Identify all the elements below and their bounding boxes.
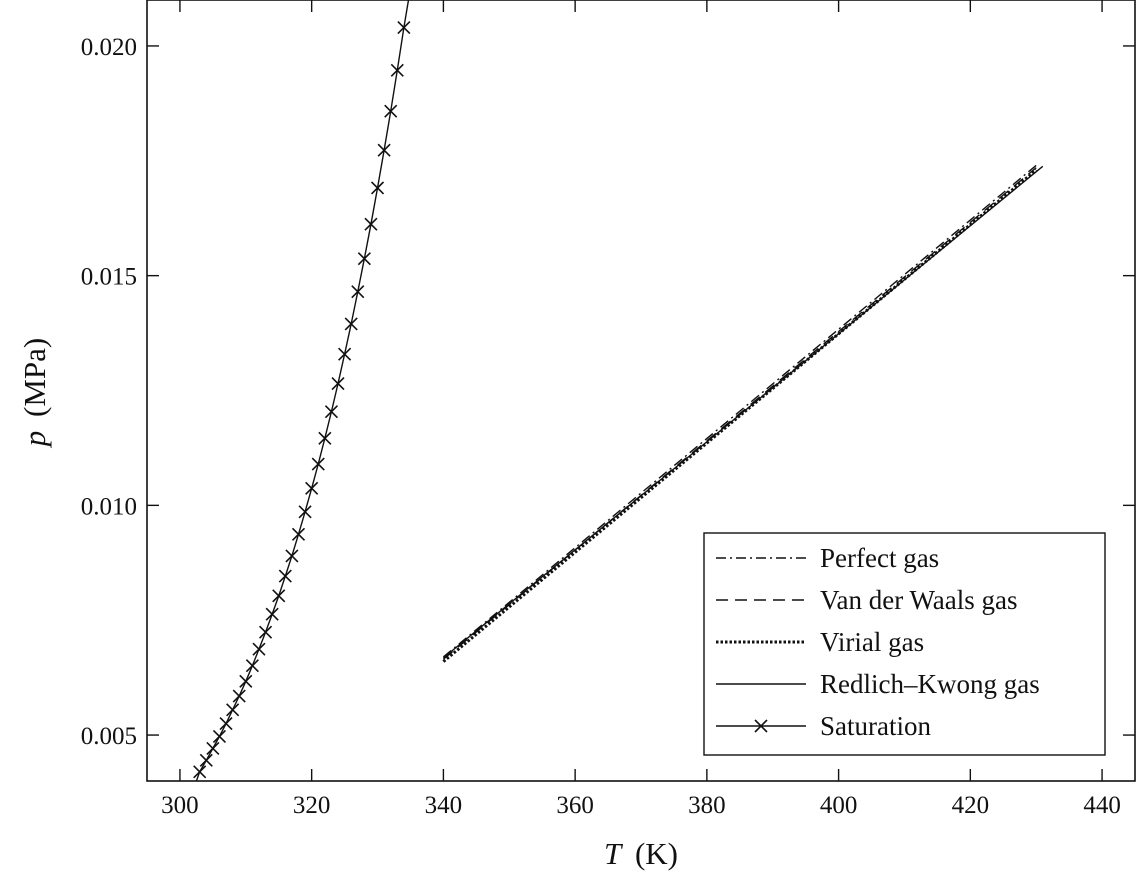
saturation-point-marker — [384, 104, 398, 118]
saturation-point-marker — [226, 703, 240, 717]
y-tick-label: 0.010 — [81, 493, 137, 520]
saturation-point-marker — [265, 607, 279, 621]
saturation-point-marker — [193, 765, 207, 779]
legend-label: Redlich–Kwong gas — [820, 669, 1040, 699]
saturation-point-marker — [206, 741, 220, 755]
x-tick-label: 340 — [425, 792, 463, 819]
saturation-point-marker — [351, 285, 365, 299]
plot-frame — [146, 0, 1136, 782]
x-axis-label: T (K) — [604, 836, 678, 871]
axis-ticks: 300 320 340 360 380 400 420 440 0.005 0.010 0.015 0… — [81, 0, 1135, 819]
legend-box — [703, 532, 1106, 756]
series-line-redlich-kwong-gas — [442, 165, 1044, 659]
x-axis-unit: (K) — [635, 836, 678, 871]
saturation-point-marker — [199, 753, 213, 767]
series-line-van-der-waals-gas — [442, 167, 1037, 660]
x-tick-label: 440 — [1083, 792, 1121, 819]
saturation-point-marker — [219, 717, 233, 731]
series-line-saturation — [195, 0, 410, 782]
saturation-point-marker — [318, 431, 332, 445]
saturation-point-marker — [324, 405, 338, 419]
series-line-perfect-gas — [442, 164, 1037, 658]
saturation-point-marker — [245, 659, 259, 673]
saturation-point-marker — [232, 689, 246, 703]
saturation-point-marker — [239, 674, 253, 688]
x-tick-label: 420 — [952, 792, 990, 819]
legend-label: Perfect gas — [820, 543, 939, 573]
x-axis-symbol: T — [604, 836, 624, 871]
saturation-point-marker — [298, 505, 312, 519]
x-tick-label: 300 — [161, 792, 199, 819]
x-tick-label: 360 — [556, 792, 594, 819]
y-tick-label: 0.020 — [81, 34, 137, 61]
x-tick-label: 400 — [820, 792, 858, 819]
y-tick-label: 0.005 — [81, 723, 137, 750]
saturation-point-marker — [258, 625, 273, 639]
series-layer — [193, 0, 1044, 782]
legend-label: Virial gas — [820, 627, 924, 657]
saturation-point-marker — [305, 481, 319, 495]
series-line-virial-gas — [442, 168, 1038, 663]
saturation-point-marker — [377, 143, 391, 157]
saturation-point-marker — [390, 63, 404, 77]
legend: Perfect gas Van der Waals gas Virial gas Re… — [703, 532, 1106, 756]
saturation-point-marker — [285, 549, 299, 563]
saturation-point-marker — [397, 20, 411, 35]
x-tick-label: 380 — [688, 792, 726, 819]
legend-label: Van der Waals gas — [820, 585, 1018, 615]
saturation-point-marker — [344, 317, 358, 331]
y-axis-label: p (MPa) — [17, 338, 52, 448]
legend-entries: Perfect gas Van der Waals gas Virial gas Re… — [716, 543, 1040, 741]
y-axis-unit: (MPa) — [17, 338, 52, 417]
legend-label: Saturation — [820, 711, 931, 741]
saturation-point-marker — [311, 457, 325, 471]
saturation-point-marker — [272, 589, 286, 603]
saturation-point-marker — [357, 252, 371, 266]
x-tick-label: 320 — [293, 792, 331, 819]
y-tick-label: 0.015 — [81, 264, 137, 291]
y-axis-symbol: p — [17, 431, 52, 449]
saturation-point-marker — [291, 527, 306, 541]
saturation-point-marker — [364, 217, 378, 231]
saturation-point-marker — [331, 377, 345, 391]
legend-marker — [754, 719, 768, 733]
saturation-point-marker — [370, 181, 385, 195]
saturation-point-marker — [338, 347, 352, 361]
saturation-point-marker — [252, 642, 266, 656]
saturation-point-marker — [278, 569, 292, 583]
saturation-point-marker — [212, 729, 227, 744]
